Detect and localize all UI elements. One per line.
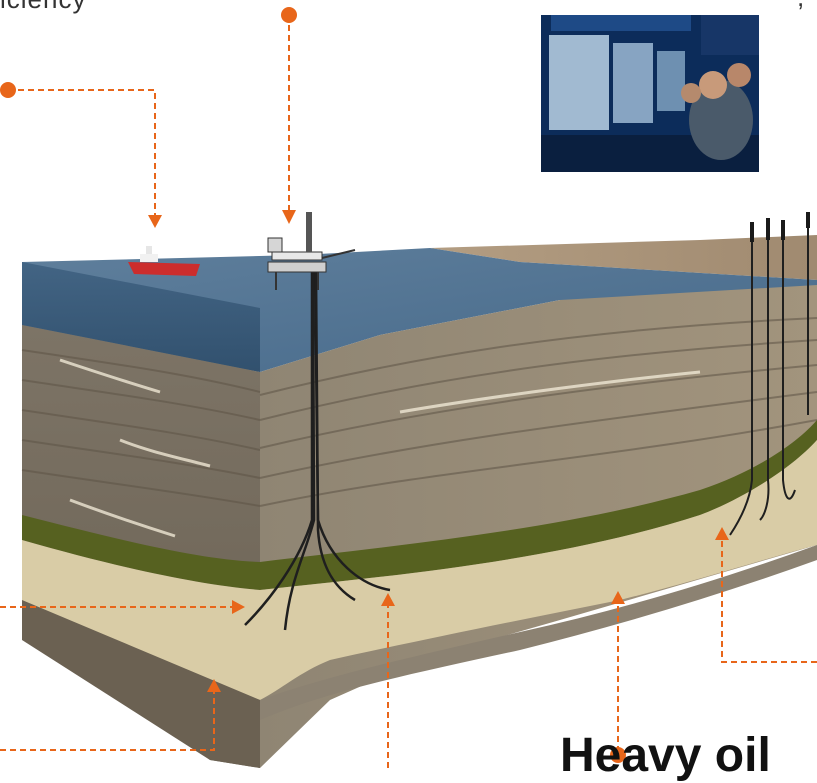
top-left-label: iciency: [0, 0, 86, 15]
reservoir-layer: [22, 440, 817, 700]
sea-front: [22, 262, 260, 372]
heavy-oil-title: Heavy oil: [560, 729, 771, 782]
ship-icon: [128, 246, 200, 276]
marker-dots: [0, 7, 626, 763]
marker-dot: [0, 82, 16, 98]
arrowhead: [611, 591, 625, 604]
control-room-scene: [541, 15, 759, 172]
arrowhead: [148, 215, 162, 228]
vessel-leader: [8, 89, 156, 215]
land-surface: [430, 235, 817, 280]
marker-dot: [281, 7, 297, 23]
leader-lines: [0, 15, 817, 768]
lower-rock-front: [22, 600, 260, 768]
lower-rock-leader: [0, 692, 215, 751]
arrowhead: [715, 527, 729, 540]
onshore-wells: [729, 225, 809, 536]
onshore-leader: [721, 540, 817, 663]
light-strata: [59, 358, 701, 538]
marker-dot: [610, 747, 626, 763]
arrowhead: [282, 210, 296, 224]
arrowhead: [207, 679, 221, 692]
drilling-rig-icon: [750, 212, 810, 242]
lower-rock-side: [260, 545, 817, 720]
shale-band: [22, 420, 817, 590]
offshore-platform-icon: [267, 212, 356, 290]
arrowhead: [381, 593, 395, 606]
arrowheads: [148, 210, 729, 692]
arrowhead: [232, 600, 245, 614]
top-right-label: ,: [797, 0, 804, 13]
control-room-photo: [541, 15, 759, 172]
strata-lines: [21, 317, 817, 507]
platform-wells: [244, 269, 391, 631]
